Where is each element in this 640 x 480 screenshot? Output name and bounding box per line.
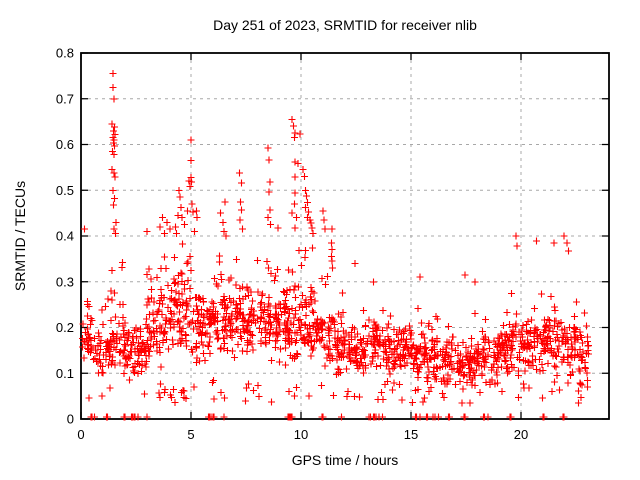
x-tick-label: 10: [294, 427, 308, 442]
x-tick-label: 20: [514, 427, 528, 442]
x-axis-label: GPS time / hours: [291, 452, 399, 468]
x-tick-label: 5: [187, 427, 194, 442]
x-tick-label: 15: [404, 427, 418, 442]
y-tick-label: 0.2: [56, 320, 74, 335]
y-tick-label: 0.3: [56, 274, 74, 289]
y-tick-label: 0.5: [56, 183, 74, 198]
x-tick-label: 0: [77, 427, 84, 442]
y-tick-label: 0: [67, 412, 74, 427]
y-tick-label: 0.6: [56, 137, 74, 152]
data-points: [79, 70, 592, 421]
y-tick-label: 0.1: [56, 366, 74, 381]
y-tick-label: 0.7: [56, 91, 74, 106]
chart-title: Day 251 of 2023, SRMTID for receiver nli…: [213, 17, 477, 33]
y-tick-label: 0.4: [56, 229, 74, 244]
plot-border: [80, 52, 610, 420]
y-tick-labels: 0 0.1 0.2 0.3 0.4 0.5 0.6 0.7 0.8: [56, 46, 74, 427]
grid-lines: [81, 53, 609, 419]
y-tick-label: 0.8: [56, 46, 74, 61]
x-tick-labels: 0 5 10 15 20: [77, 427, 528, 442]
